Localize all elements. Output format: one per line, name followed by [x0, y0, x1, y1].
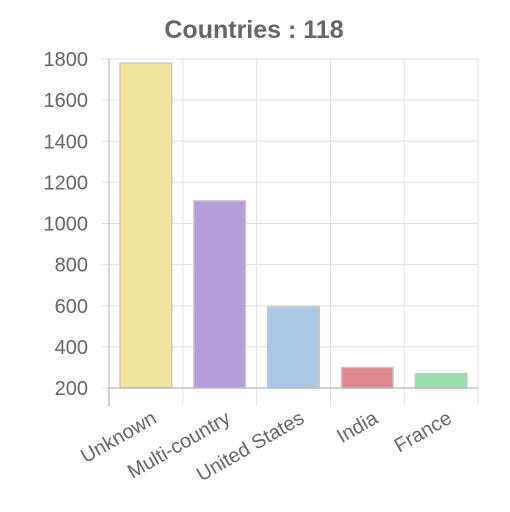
y-tick-label: 600 [55, 296, 88, 318]
bars [119, 62, 468, 389]
y-tick-label: 1200 [44, 172, 89, 194]
x-tick-label: France [391, 407, 456, 457]
bar-unknown [119, 62, 173, 389]
y-tick-label: 1000 [44, 214, 89, 236]
chart-title: Countries : 118 [164, 16, 343, 44]
x-tick-label: India [333, 407, 382, 448]
axes [108, 59, 478, 406]
y-tick-label: 200 [55, 378, 88, 400]
y-tick-label: 1600 [44, 90, 89, 112]
y-tick-label: 800 [55, 255, 88, 277]
y-axis-ticks: 200 400 600 800 1000 1200 1400 1600 1800 [44, 49, 89, 400]
bar-united-states [266, 306, 321, 389]
y-tick-label: 1400 [44, 131, 89, 153]
bar-india [340, 366, 394, 389]
y-tick-label: 400 [55, 337, 88, 359]
y-tick-label: 1800 [44, 49, 89, 71]
bar-multi-country [193, 200, 247, 389]
bar-france [414, 372, 468, 389]
